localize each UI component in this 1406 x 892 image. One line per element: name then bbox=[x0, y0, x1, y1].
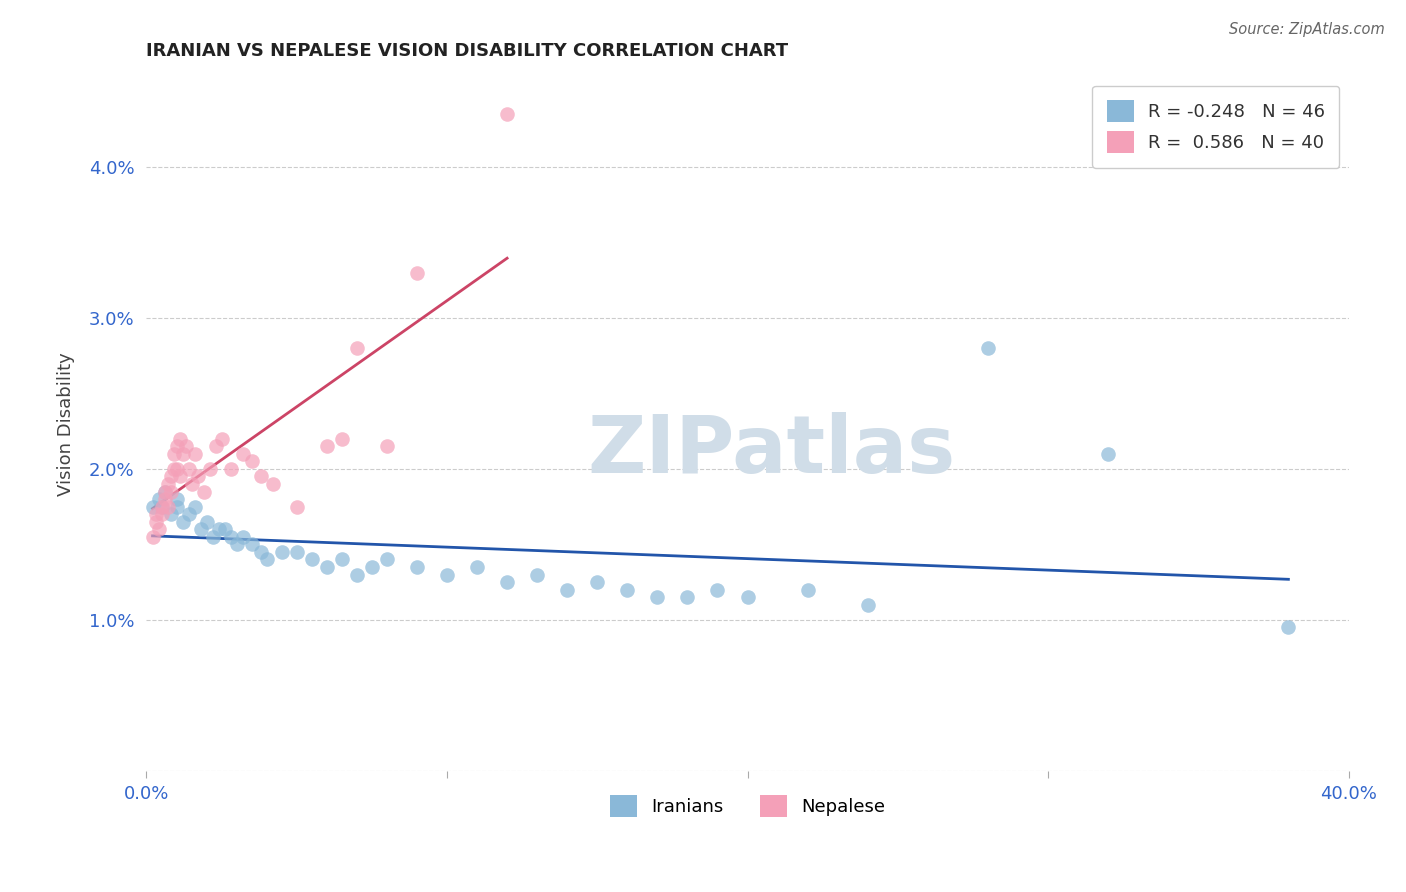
Point bbox=[174, 439, 197, 453]
Point bbox=[145, 515, 167, 529]
Point bbox=[153, 484, 176, 499]
Point bbox=[187, 469, 209, 483]
Point bbox=[148, 522, 170, 536]
Point bbox=[1277, 620, 1299, 634]
Point bbox=[195, 515, 218, 529]
Point bbox=[166, 462, 188, 476]
Point bbox=[346, 567, 368, 582]
Point bbox=[153, 484, 176, 499]
Text: Source: ZipAtlas.com: Source: ZipAtlas.com bbox=[1229, 22, 1385, 37]
Point bbox=[406, 266, 429, 280]
Point bbox=[198, 462, 221, 476]
Point bbox=[301, 552, 323, 566]
Point bbox=[240, 454, 263, 468]
Point bbox=[166, 492, 188, 507]
Point bbox=[183, 500, 205, 514]
Point bbox=[555, 582, 578, 597]
Point bbox=[201, 530, 224, 544]
Point bbox=[159, 484, 181, 499]
Point bbox=[249, 545, 271, 559]
Point bbox=[436, 567, 458, 582]
Point bbox=[856, 598, 879, 612]
Point bbox=[166, 500, 188, 514]
Point bbox=[375, 439, 398, 453]
Point bbox=[159, 507, 181, 521]
Point bbox=[177, 462, 200, 476]
Point bbox=[211, 432, 233, 446]
Point bbox=[232, 530, 254, 544]
Point bbox=[172, 515, 194, 529]
Point bbox=[496, 107, 519, 121]
Point bbox=[270, 545, 292, 559]
Point bbox=[315, 560, 337, 574]
Point bbox=[193, 484, 215, 499]
Point bbox=[647, 590, 669, 604]
Point bbox=[172, 447, 194, 461]
Point bbox=[183, 447, 205, 461]
Point bbox=[796, 582, 818, 597]
Legend: Iranians, Nepalese: Iranians, Nepalese bbox=[603, 788, 893, 824]
Point bbox=[406, 560, 429, 574]
Point bbox=[169, 469, 191, 483]
Point bbox=[141, 530, 163, 544]
Point bbox=[330, 552, 353, 566]
Point bbox=[153, 492, 176, 507]
Point bbox=[616, 582, 638, 597]
Point bbox=[526, 567, 548, 582]
Text: IRANIAN VS NEPALESE VISION DISABILITY CORRELATION CHART: IRANIAN VS NEPALESE VISION DISABILITY CO… bbox=[146, 42, 789, 60]
Point bbox=[465, 560, 488, 574]
Point bbox=[225, 537, 247, 551]
Point bbox=[162, 462, 184, 476]
Point bbox=[219, 462, 242, 476]
Point bbox=[177, 507, 200, 521]
Point bbox=[204, 439, 226, 453]
Point bbox=[315, 439, 337, 453]
Point bbox=[1097, 447, 1119, 461]
Point bbox=[214, 522, 236, 536]
Point bbox=[346, 341, 368, 355]
Point bbox=[737, 590, 759, 604]
Text: ZIPatlas: ZIPatlas bbox=[588, 412, 956, 491]
Point bbox=[375, 552, 398, 566]
Point bbox=[150, 500, 173, 514]
Point bbox=[166, 439, 188, 453]
Point bbox=[150, 507, 173, 521]
Point bbox=[156, 477, 179, 491]
Point bbox=[232, 447, 254, 461]
Point bbox=[145, 507, 167, 521]
Point bbox=[586, 575, 609, 590]
Point bbox=[180, 477, 202, 491]
Point bbox=[190, 522, 212, 536]
Point bbox=[496, 575, 519, 590]
Point bbox=[262, 477, 284, 491]
Point bbox=[207, 522, 229, 536]
Point bbox=[162, 447, 184, 461]
Point bbox=[150, 500, 173, 514]
Point bbox=[285, 545, 308, 559]
Point bbox=[169, 432, 191, 446]
Point bbox=[285, 500, 308, 514]
Point bbox=[219, 530, 242, 544]
Point bbox=[249, 469, 271, 483]
Point bbox=[977, 341, 1000, 355]
Point bbox=[141, 500, 163, 514]
Point bbox=[676, 590, 699, 604]
Point bbox=[706, 582, 728, 597]
Point bbox=[240, 537, 263, 551]
Point bbox=[330, 432, 353, 446]
Point bbox=[156, 500, 179, 514]
Point bbox=[256, 552, 278, 566]
Y-axis label: Vision Disability: Vision Disability bbox=[58, 351, 75, 496]
Point bbox=[360, 560, 382, 574]
Point bbox=[159, 469, 181, 483]
Point bbox=[148, 492, 170, 507]
